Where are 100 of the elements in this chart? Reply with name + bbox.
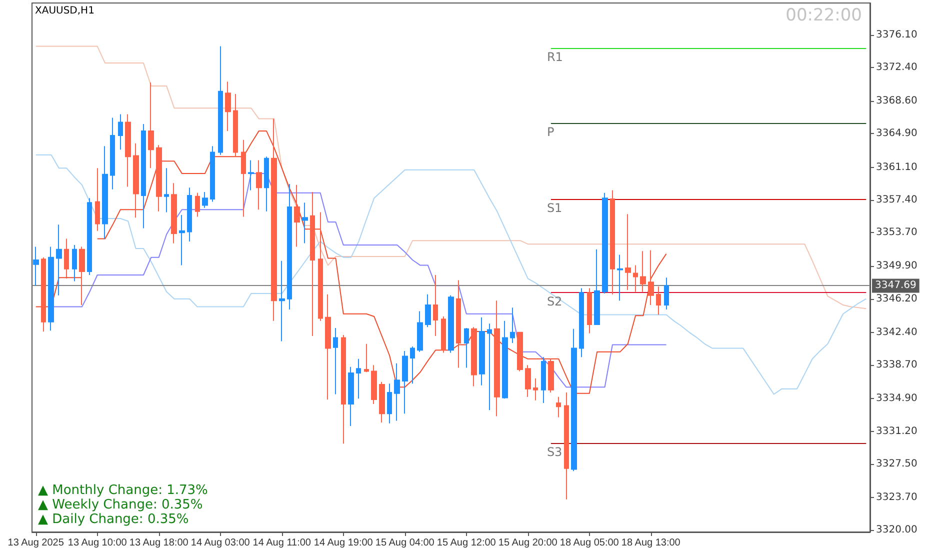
candlestick bbox=[287, 184, 292, 310]
candlestick bbox=[294, 184, 300, 248]
candlestick bbox=[125, 114, 131, 188]
candlestick bbox=[394, 362, 400, 422]
candlestick bbox=[156, 144, 162, 212]
candlestick bbox=[233, 93, 238, 158]
candlestick bbox=[510, 307, 515, 344]
ref-line-label: P bbox=[546, 125, 554, 140]
x-tick-label: 15 Aug 12:00 bbox=[436, 538, 496, 548]
y-tick-label: 3372.40 bbox=[876, 62, 918, 73]
y-tick-label: 3331.20 bbox=[876, 426, 918, 437]
annotation: ▲ Monthly Change: 1.73% bbox=[38, 483, 208, 498]
candlestick bbox=[640, 250, 646, 292]
candlestick bbox=[87, 198, 92, 276]
candlestick bbox=[379, 381, 385, 423]
candlestick bbox=[356, 358, 361, 400]
candlestick bbox=[110, 117, 115, 190]
y-tick-label: 3353.70 bbox=[876, 227, 918, 238]
candlestick bbox=[133, 142, 139, 218]
candlestick bbox=[664, 277, 669, 310]
candlestick bbox=[225, 81, 231, 132]
candlestick bbox=[579, 288, 584, 358]
candlestick bbox=[541, 356, 546, 404]
annotation: ▲ Weekly Change: 0.35% bbox=[38, 498, 203, 512]
line-series bbox=[35, 46, 867, 310]
candlestick bbox=[502, 320, 508, 400]
ref-line-label: S3 bbox=[546, 444, 562, 459]
candlestick bbox=[417, 310, 423, 352]
candlestick bbox=[248, 160, 254, 191]
candlestick bbox=[456, 280, 461, 368]
ref-line-label: 3347.69 bbox=[875, 280, 916, 292]
candlestick bbox=[656, 286, 661, 316]
candlestick bbox=[179, 214, 185, 266]
candlestick bbox=[548, 358, 554, 393]
y-tick-label: 3368.60 bbox=[876, 96, 918, 107]
candlestick bbox=[218, 46, 223, 156]
candlestick bbox=[210, 146, 215, 202]
candlestick bbox=[310, 191, 315, 336]
candlestick bbox=[610, 190, 615, 295]
y-tick-label: 3323.70 bbox=[876, 492, 918, 504]
candlestick bbox=[341, 334, 346, 444]
candlestick bbox=[448, 294, 454, 354]
candlestick bbox=[564, 392, 569, 500]
candlestick bbox=[364, 343, 369, 373]
candlestick bbox=[410, 346, 415, 384]
candlestick bbox=[533, 378, 538, 401]
candlestick bbox=[471, 326, 477, 387]
y-tick-label: 3357.40 bbox=[876, 194, 918, 206]
candlestick bbox=[118, 114, 123, 150]
candlestick bbox=[302, 202, 308, 244]
candlestick bbox=[202, 191, 208, 208]
y-tick-label: 3342.40 bbox=[876, 326, 918, 338]
annotation: ▲ Daily Change: 0.35% bbox=[38, 512, 189, 527]
candlestick bbox=[264, 156, 269, 212]
y-tick-label: 3349.90 bbox=[876, 260, 918, 272]
candlestick bbox=[433, 274, 438, 336]
candlestick bbox=[48, 246, 54, 332]
candlestick bbox=[271, 118, 277, 322]
candlestick bbox=[164, 168, 169, 213]
y-tick-label: 3327.50 bbox=[876, 458, 918, 470]
candlestick bbox=[494, 300, 500, 417]
candlestick bbox=[64, 238, 69, 280]
candlestick bbox=[95, 168, 100, 232]
chart-title: XAUUSD,H1 bbox=[35, 6, 94, 16]
candlestick bbox=[602, 192, 608, 294]
x-tick-label: 14 Aug 03:00 bbox=[190, 538, 250, 548]
x-tick-label: 13 Aug 18:00 bbox=[129, 538, 189, 548]
x-tick-label: 18 Aug 13:00 bbox=[621, 538, 681, 548]
y-tick-label: 3320.00 bbox=[876, 524, 918, 536]
candlestick bbox=[487, 323, 492, 411]
y-tick-label: 3364.90 bbox=[876, 128, 918, 140]
ref-line-label: S2 bbox=[546, 294, 562, 309]
candlestick bbox=[402, 350, 408, 414]
x-tick-label: 18 Aug 05:00 bbox=[560, 538, 620, 548]
candlestick bbox=[33, 246, 39, 286]
candlestick bbox=[617, 254, 623, 302]
candlestick bbox=[325, 294, 331, 400]
candlestick bbox=[195, 192, 200, 218]
candlestick bbox=[72, 244, 77, 282]
y-tick-label: 3338.70 bbox=[876, 360, 918, 371]
annotation: 00:22:00 bbox=[786, 6, 862, 26]
candlestick bbox=[148, 82, 154, 169]
x-tick-label: 13 Aug 10:00 bbox=[68, 538, 128, 548]
candlestick bbox=[464, 327, 469, 368]
candlestick bbox=[633, 264, 638, 292]
y-tick-label: 3361.10 bbox=[876, 162, 918, 173]
candlestick bbox=[41, 256, 46, 332]
candlestick bbox=[594, 248, 600, 325]
y-tick-label: 3346.20 bbox=[876, 293, 918, 304]
candlestick bbox=[648, 250, 654, 306]
candlestick bbox=[441, 316, 446, 354]
candlestick bbox=[387, 383, 392, 424]
candlestick bbox=[241, 139, 246, 218]
candlestick bbox=[425, 294, 431, 328]
x-tick-label: 15 Aug 04:00 bbox=[375, 538, 435, 548]
candlestick bbox=[171, 182, 177, 244]
candlestick bbox=[187, 187, 192, 242]
x-tick-label: 14 Aug 11:00 bbox=[252, 538, 312, 548]
candlestick bbox=[56, 224, 62, 296]
y-tick-label: 3334.90 bbox=[876, 393, 918, 404]
